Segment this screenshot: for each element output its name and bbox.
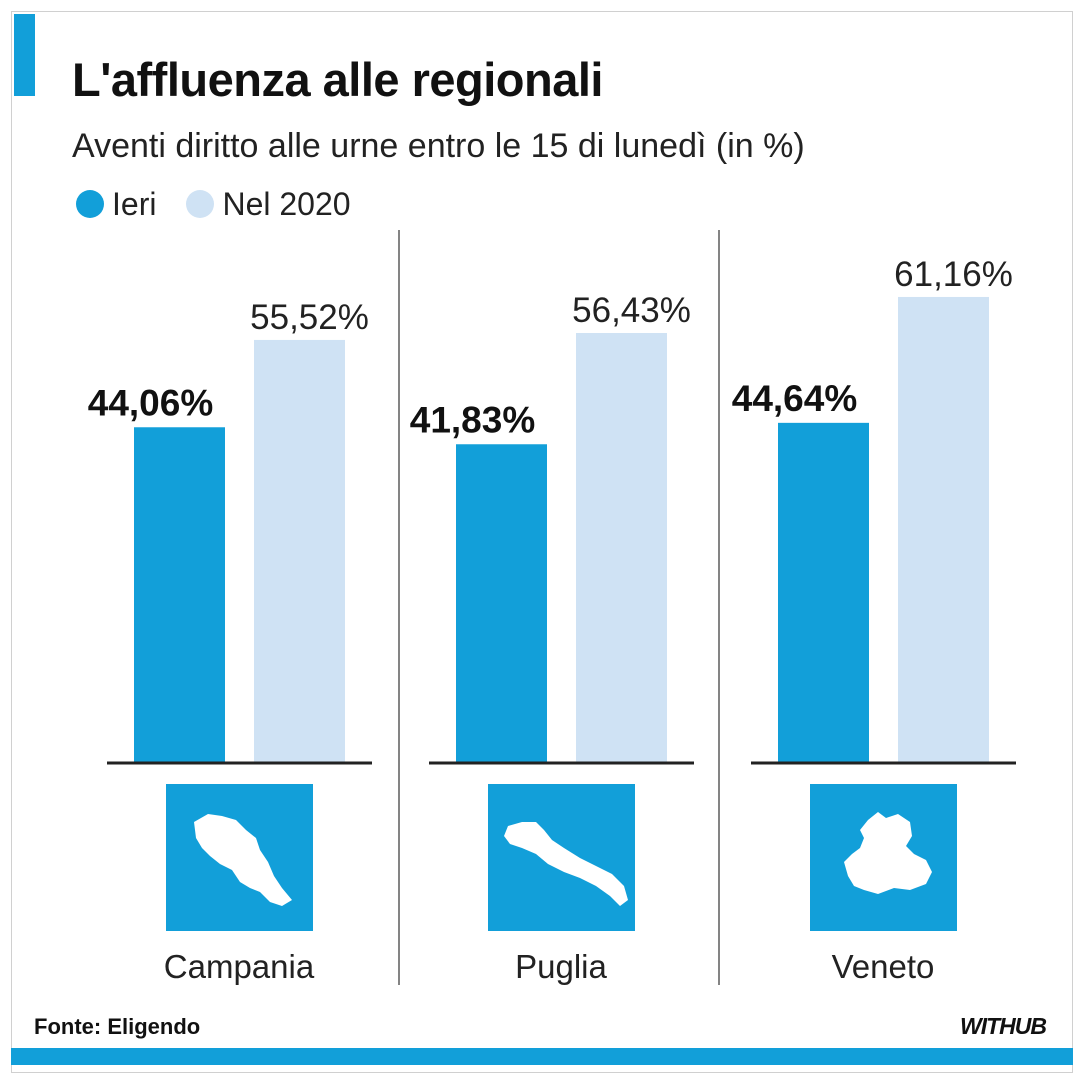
value-label-campania-ieri: 44,06%	[88, 382, 214, 423]
bar-veneto-2020	[898, 296, 989, 763]
value-label-puglia-ieri: 41,83%	[410, 399, 536, 440]
bar-puglia-ieri	[456, 444, 547, 763]
legend-item-ieri: Ieri	[76, 186, 156, 222]
legend-label-2020: Nel 2020	[222, 186, 351, 222]
title-accent-bar	[14, 14, 35, 96]
bar-puglia-2020	[576, 333, 667, 763]
source-note: Fonte: Eligendo	[34, 1014, 201, 1039]
legend-item-2020: Nel 2020	[186, 186, 351, 222]
bar-campania-2020	[254, 339, 345, 763]
legend-label-ieri: Ieri	[112, 186, 157, 222]
brand-logo: WITHUB	[960, 1013, 1047, 1039]
puglia-map-icon	[504, 822, 628, 906]
page-title: L'affluenza alle regionali	[72, 53, 603, 106]
value-label-campania-2020: 55,52%	[250, 298, 369, 337]
region-label-campania: Campania	[164, 948, 315, 985]
value-label-veneto-2020: 61,16%	[894, 255, 1013, 294]
bottom-accent-bar	[11, 1048, 1073, 1065]
bar-veneto-ieri	[778, 422, 869, 763]
region-label-puglia: Puglia	[515, 948, 607, 985]
campania-map-icon	[194, 814, 292, 906]
veneto-map-icon	[844, 812, 932, 894]
page-subtitle: Aventi diritto alle urne entro le 15 di …	[72, 127, 805, 165]
region-label-veneto: Veneto	[832, 948, 935, 985]
legend-swatch-ieri	[76, 190, 104, 218]
legend-swatch-2020	[186, 190, 215, 218]
value-label-veneto-ieri: 44,64%	[732, 378, 858, 419]
bar-campania-ieri	[134, 427, 225, 763]
legend: Ieri Nel 2020	[76, 186, 381, 222]
value-label-puglia-2020: 56,43%	[572, 291, 691, 330]
